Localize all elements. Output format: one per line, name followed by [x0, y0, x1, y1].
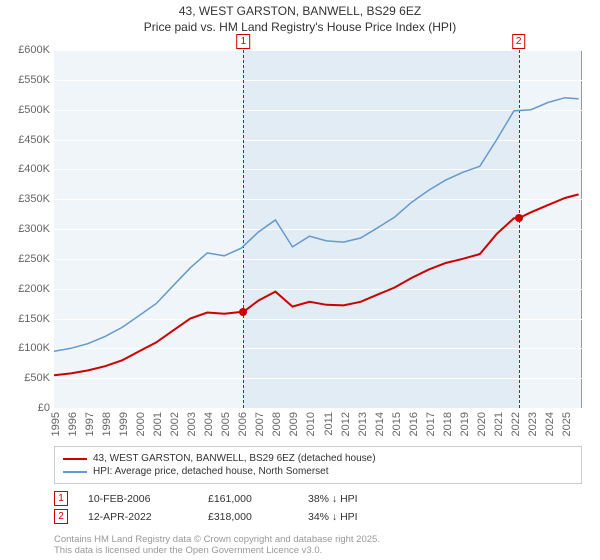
xtick-label: 2005 [220, 412, 232, 436]
legend-swatch [63, 471, 87, 473]
title-line-2: Price paid vs. HM Land Registry's House … [0, 20, 600, 36]
footnote-date: 12-APR-2022 [88, 511, 188, 523]
xtick-label: 2003 [186, 412, 198, 436]
footnote-row: 2 12-APR-2022 £318,000 34% ↓ HPI [54, 509, 582, 524]
ytick-label: £200K [4, 283, 50, 295]
xtick-label: 2001 [152, 412, 164, 436]
ytick-label: £0 [4, 402, 50, 414]
xtick-label: 2004 [203, 412, 215, 436]
footnote-row: 1 10-FEB-2006 £161,000 38% ↓ HPI [54, 491, 582, 506]
xtick-label: 2024 [544, 412, 556, 436]
attribution: Contains HM Land Registry data © Crown c… [54, 534, 582, 557]
xtick-label: 2006 [237, 412, 249, 436]
marker-label: 1 [237, 34, 251, 49]
xtick-label: 2009 [288, 412, 300, 436]
footnote-date: 10-FEB-2006 [88, 493, 188, 505]
xtick-label: 1995 [50, 412, 62, 436]
legend-label: HPI: Average price, detached house, Nort… [93, 466, 329, 477]
xtick-label: 2008 [271, 412, 283, 436]
ytick-label: £550K [4, 74, 50, 86]
xtick-label: 2015 [391, 412, 403, 436]
xtick-label: 2019 [459, 412, 471, 436]
legend-item: 43, WEST GARSTON, BANWELL, BS29 6EZ (det… [63, 453, 573, 464]
xtick-label: 1997 [84, 412, 96, 436]
footnote-price: £161,000 [208, 493, 288, 505]
series-svg [54, 50, 582, 408]
plot-inner: £0£50K£100K£150K£200K£250K£300K£350K£400… [54, 50, 582, 408]
xtick-label: 2023 [527, 412, 539, 436]
legend-swatch [63, 458, 87, 460]
chart-title: 43, WEST GARSTON, BANWELL, BS29 6EZ Pric… [0, 0, 600, 35]
xtick-label: 1996 [67, 412, 79, 436]
ytick-label: £50K [4, 372, 50, 384]
marker-dot [515, 214, 523, 222]
xtick-label: 2017 [425, 412, 437, 436]
title-line-1: 43, WEST GARSTON, BANWELL, BS29 6EZ [0, 4, 600, 20]
xtick-label: 1998 [101, 412, 113, 436]
footnote-price: £318,000 [208, 511, 288, 523]
series-line [54, 98, 579, 352]
xtick-label: 2025 [561, 412, 573, 436]
xtick-label: 2020 [476, 412, 488, 436]
xtick-label: 2011 [323, 412, 335, 436]
ytick-label: £600K [4, 44, 50, 56]
ytick-label: £300K [4, 223, 50, 235]
ytick-label: £400K [4, 163, 50, 175]
attribution-line: This data is licensed under the Open Gov… [54, 545, 582, 556]
xtick-label: 2012 [340, 412, 352, 436]
ytick-label: £450K [4, 134, 50, 146]
legend: 43, WEST GARSTON, BANWELL, BS29 6EZ (det… [54, 446, 582, 484]
footnote-badge: 2 [54, 509, 68, 524]
marker-label: 2 [512, 34, 526, 49]
ytick-label: £100K [4, 342, 50, 354]
legend-item: HPI: Average price, detached house, Nort… [63, 466, 573, 477]
footnotes: 1 10-FEB-2006 £161,000 38% ↓ HPI 2 12-AP… [54, 488, 582, 527]
xtick-label: 1999 [118, 412, 130, 436]
chart-plot-area: £0£50K£100K£150K£200K£250K£300K£350K£400… [54, 50, 582, 408]
xtick-label: 2007 [254, 412, 266, 436]
attribution-line: Contains HM Land Registry data © Crown c… [54, 534, 582, 545]
series-line [54, 194, 579, 375]
xtick-label: 2022 [510, 412, 522, 436]
xtick-label: 2014 [374, 412, 386, 436]
xtick-label: 2013 [357, 412, 369, 436]
xtick-label: 2021 [493, 412, 505, 436]
marker-dot [239, 308, 247, 316]
xtick-label: 2000 [135, 412, 147, 436]
ytick-label: £350K [4, 193, 50, 205]
xtick-label: 2010 [305, 412, 317, 436]
footnote-badge: 1 [54, 491, 68, 506]
legend-label: 43, WEST GARSTON, BANWELL, BS29 6EZ (det… [93, 453, 376, 464]
xtick-label: 2016 [408, 412, 420, 436]
footnote-delta: 34% ↓ HPI [308, 511, 358, 523]
ytick-label: £150K [4, 313, 50, 325]
ytick-label: £250K [4, 253, 50, 265]
footnote-delta: 38% ↓ HPI [308, 493, 358, 505]
ytick-label: £500K [4, 104, 50, 116]
xtick-label: 2018 [442, 412, 454, 436]
xtick-label: 2002 [169, 412, 181, 436]
